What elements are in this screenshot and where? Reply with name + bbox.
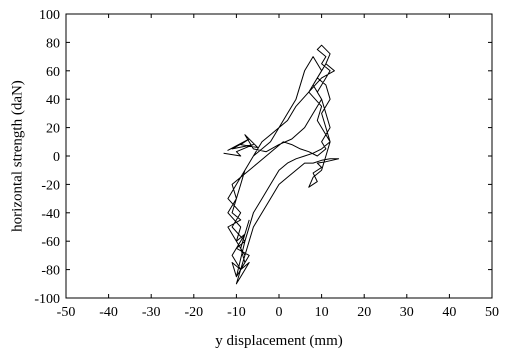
x-tick-label: 0 [276,305,283,320]
plot-frame [65,13,493,299]
x-tick-label: -40 [99,305,118,320]
y-tick-label: -60 [41,235,60,250]
x-tick-label: 50 [485,305,499,320]
y-tick-label: 80 [46,36,60,51]
x-tick-label: -30 [142,305,161,320]
data-layer [223,44,340,285]
y-tick-label: -80 [41,264,60,279]
x-tick-label: 20 [357,305,371,320]
x-tick-label: -50 [57,305,76,320]
x-tick-label: 10 [315,305,329,320]
y-tick-label: 60 [46,65,60,80]
y-tick-label: 20 [46,122,60,137]
x-tick-label: -20 [184,305,203,320]
y-tick-label: -40 [41,207,60,222]
x-axis-label: y displacement (mm) [215,333,342,349]
y-axis-label: horizontal strength (daN) [9,80,25,232]
series-line [223,44,340,285]
y-tick-label: 0 [53,150,60,165]
ticks-layer: -50 -40 -30 -20 -10 0 10 20 30 40 50-100-80-60-40-… [34,8,499,320]
y-tick-label: 100 [39,8,60,23]
y-tick-label: -100 [34,292,60,307]
x-tick-label: 40 [442,305,456,320]
x-tick-label: 30 [400,305,414,320]
x-tick-label: -10 [227,305,246,320]
y-tick-label: -20 [41,178,60,193]
y-tick-label: 40 [46,93,60,108]
